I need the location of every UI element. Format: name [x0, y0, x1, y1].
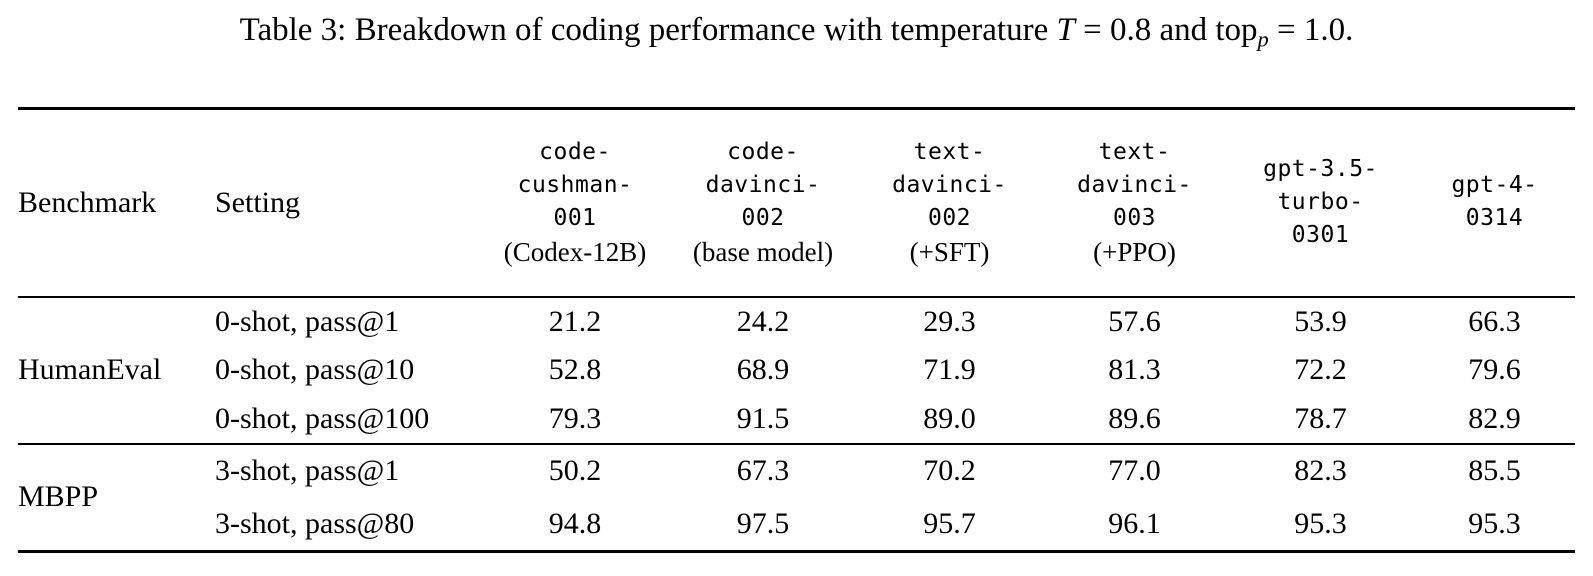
column-header-text-davinci-002: text- davinci- 002 (+SFT) [857, 109, 1042, 297]
model-subtitle: (Codex-12B) [503, 237, 647, 268]
model-name: text- davinci- 003 [1077, 139, 1192, 232]
setting-cell: 0-shot, pass@100 [215, 401, 430, 435]
column-header-setting: Setting [215, 185, 301, 219]
value-cell: 52.8 [548, 353, 602, 386]
column-header-benchmark: Benchmark [18, 185, 157, 219]
benchmark-label-mbpp: MBPP [18, 480, 99, 514]
value-cell: 53.9 [1294, 304, 1347, 338]
header-row: Benchmark Setting code- cushman- 001 (Co… [18, 109, 1575, 297]
value-cell: 77.0 [1108, 454, 1161, 487]
coding-performance-table: Benchmark Setting code- cushman- 001 (Co… [18, 107, 1575, 553]
table-row: 3-shot, pass@80 94.8 97.5 95.7 96.1 95.3… [18, 498, 1575, 552]
caption-temperature-symbol: T [1056, 12, 1075, 48]
value-cell: 82.9 [1468, 401, 1521, 435]
value-cell: 95.3 [1294, 506, 1347, 540]
model-name: code- cushman- 001 [517, 139, 633, 232]
value-cell: 81.3 [1108, 353, 1161, 386]
value-cell: 71.9 [923, 353, 976, 386]
column-header-gpt-3-5-turbo-0301: gpt-3.5- turbo- 0301 [1227, 109, 1414, 297]
caption-suffix: = 1.0. [1268, 12, 1354, 48]
caption-mid: = 0.8 and top [1074, 12, 1258, 48]
value-cell: 68.9 [736, 353, 790, 386]
value-cell: 79.6 [1468, 353, 1521, 386]
caption-prefix: Table 3: Breakdown of coding performance… [239, 12, 1057, 48]
column-header-code-cushman-001: code- cushman- 001 (Codex-12B) [481, 109, 669, 297]
caption-topp-subscript: p [1257, 26, 1269, 52]
value-cell: 21.2 [548, 304, 602, 338]
setting-cell: 0-shot, pass@1 [215, 304, 400, 338]
value-cell: 24.2 [736, 304, 790, 338]
value-cell: 97.5 [736, 506, 790, 540]
model-name: code- davinci- 002 [705, 139, 821, 232]
table-row: HumanEval 0-shot, pass@1 21.2 24.2 29.3 … [18, 297, 1575, 387]
mbpp-section: MBPP 3-shot, pass@1 50.2 67.3 70.2 77.0 … [18, 443, 1575, 552]
model-name: gpt-4- 0314 [1451, 172, 1538, 232]
value-cell: 89.6 [1108, 401, 1161, 435]
model-subtitle: (base model) [692, 237, 834, 268]
setting-cell: 3-shot, pass@1 [215, 454, 400, 487]
column-header-gpt-4-0314: gpt-4- 0314 [1414, 109, 1575, 297]
value-cell: 67.3 [736, 454, 790, 487]
table-caption: Table 3: Breakdown of coding performance… [0, 6, 1593, 54]
table-row: 0-shot, pass@10 52.8 68.9 71.9 81.3 72.2… [18, 346, 1575, 395]
value-cell: 91.5 [736, 401, 790, 435]
model-name: gpt-3.5- turbo- 0301 [1263, 155, 1378, 248]
model-name: text- davinci- 002 [892, 139, 1007, 232]
model-subtitle: (+PPO) [1093, 237, 1176, 268]
value-cell: 50.2 [548, 454, 602, 487]
value-cell: 94.8 [548, 506, 602, 540]
value-cell: 85.5 [1468, 454, 1521, 487]
model-subtitle: (+SFT) [909, 237, 990, 268]
value-cell: 66.3 [1468, 304, 1521, 338]
value-cell: 96.1 [1108, 506, 1161, 540]
value-cell: 78.7 [1294, 401, 1347, 435]
value-cell: 82.3 [1294, 454, 1347, 487]
table-row: MBPP 3-shot, pass@1 50.2 67.3 70.2 77.0 … [18, 444, 1575, 513]
value-cell: 89.0 [923, 401, 976, 435]
column-header-text-davinci-003: text- davinci- 003 (+PPO) [1042, 109, 1227, 297]
column-header-code-davinci-002: code- davinci- 002 (base model) [669, 109, 857, 297]
table-header: Benchmark Setting code- cushman- 001 (Co… [18, 109, 1575, 297]
value-cell: 79.3 [548, 401, 602, 435]
table-row: 0-shot, pass@100 79.3 91.5 89.0 89.6 78.… [18, 395, 1575, 444]
setting-cell: 3-shot, pass@80 [215, 506, 415, 540]
setting-cell: 0-shot, pass@10 [215, 353, 415, 386]
value-cell: 29.3 [923, 304, 976, 338]
value-cell: 95.7 [923, 506, 976, 540]
value-cell: 70.2 [923, 454, 976, 487]
benchmark-label-humaneval: HumanEval [18, 353, 162, 386]
humaneval-section: HumanEval 0-shot, pass@1 21.2 24.2 29.3 … [18, 297, 1575, 444]
value-cell: 57.6 [1108, 304, 1161, 338]
value-cell: 95.3 [1468, 506, 1521, 540]
value-cell: 72.2 [1294, 353, 1347, 386]
